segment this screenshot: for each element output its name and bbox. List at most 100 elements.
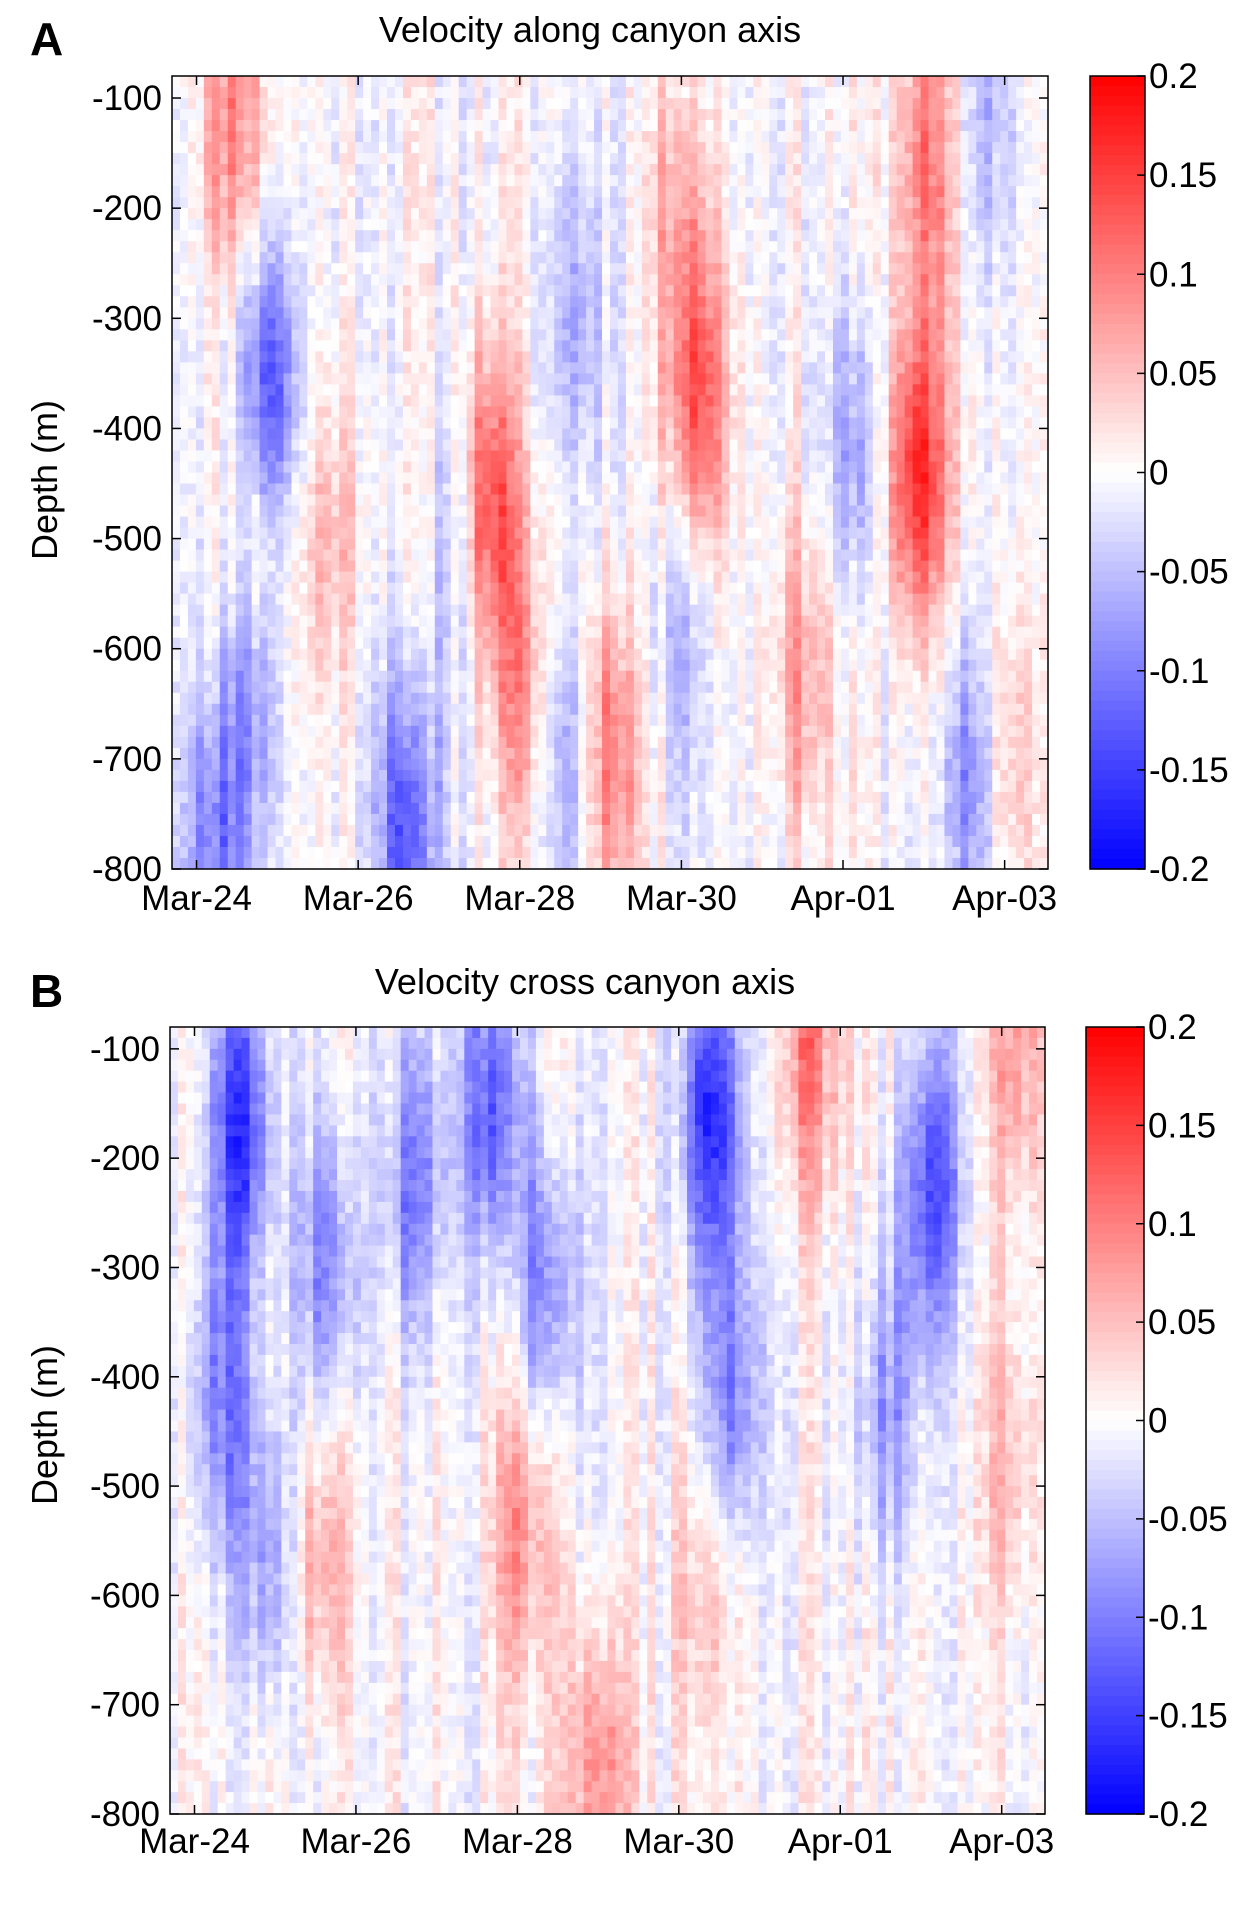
heatmap-cell <box>649 406 659 419</box>
heatmap-cell <box>387 362 396 374</box>
heatmap-cell <box>633 428 643 441</box>
heatmap-cell <box>641 87 651 99</box>
heatmap-cell <box>610 747 619 760</box>
heatmap-cell <box>291 780 301 793</box>
heatmap-cell <box>641 197 651 209</box>
heatmap-cell <box>649 450 659 463</box>
heatmap-cell <box>418 351 428 363</box>
heatmap-cell <box>546 769 555 782</box>
heatmap-cell <box>538 164 547 176</box>
heatmap-cell <box>363 813 372 826</box>
heatmap-cell <box>379 439 388 452</box>
heatmap-cell <box>617 197 627 209</box>
heatmap-cell <box>490 98 500 110</box>
heatmap-cell <box>402 351 412 363</box>
heatmap-cell <box>594 846 603 859</box>
heatmap-cell <box>721 329 731 341</box>
heatmap-cell <box>410 692 420 705</box>
heatmap-cell <box>617 208 627 220</box>
heatmap-cell <box>649 857 659 870</box>
heatmap-cell <box>570 252 579 264</box>
heatmap-cell <box>458 670 468 683</box>
heatmap-cell <box>227 120 237 132</box>
heatmap-cell <box>283 560 293 573</box>
heatmap-cell <box>721 197 731 209</box>
heatmap-cell <box>267 813 277 826</box>
heatmap-cell <box>665 142 675 154</box>
heatmap-cell <box>251 659 261 672</box>
heatmap-cell <box>649 824 659 837</box>
heatmap-cell <box>394 87 404 99</box>
heatmap-cell <box>681 714 691 727</box>
heatmap-cell <box>610 780 619 793</box>
heatmap-cell <box>578 483 587 496</box>
heatmap-cell <box>466 351 476 363</box>
heatmap-cell <box>251 725 261 738</box>
heatmap-cell <box>355 153 364 165</box>
heatmap-cell <box>442 483 452 496</box>
heatmap-cell <box>530 472 539 485</box>
heatmap-cell <box>227 692 237 705</box>
heatmap-cell <box>689 307 699 319</box>
heatmap-cell <box>243 824 253 837</box>
heatmap-cell <box>211 527 221 540</box>
heatmap-cell <box>450 802 460 815</box>
heatmap-cell <box>689 824 699 837</box>
heatmap-cell <box>442 714 452 727</box>
heatmap-cell <box>434 428 444 441</box>
heatmap-cell <box>665 648 675 661</box>
heatmap-cell <box>530 406 539 419</box>
heatmap-cell <box>283 758 293 771</box>
heatmap-cell <box>434 846 444 859</box>
heatmap-cell <box>721 296 731 308</box>
heatmap-cell <box>570 681 579 694</box>
heatmap-cell <box>713 406 723 419</box>
heatmap-cell <box>442 384 452 396</box>
heatmap-cell <box>283 714 293 727</box>
heatmap-cell <box>315 604 324 617</box>
heatmap-cell <box>259 274 269 286</box>
heatmap-cell <box>243 615 253 628</box>
heatmap-cell <box>418 461 428 474</box>
heatmap-cell <box>466 758 476 771</box>
heatmap-cell <box>506 780 516 793</box>
heatmap-cell <box>379 747 388 760</box>
heatmap-cell <box>514 648 523 661</box>
heatmap-cell <box>195 494 205 507</box>
heatmap-cell <box>562 538 571 551</box>
heatmap-cell <box>474 241 484 253</box>
heatmap-cell <box>371 505 380 518</box>
heatmap-cell <box>402 692 412 705</box>
heatmap-cell <box>570 648 579 661</box>
heatmap-cell <box>657 153 667 165</box>
heatmap-cell <box>307 417 316 430</box>
heatmap-cell <box>530 450 539 463</box>
heatmap-cell <box>657 725 667 738</box>
heatmap-cell <box>307 461 316 474</box>
heatmap-cell <box>402 582 412 595</box>
heatmap-cell <box>371 241 380 253</box>
heatmap-cell <box>522 835 531 848</box>
heatmap-cell <box>387 780 396 793</box>
heatmap-cell <box>514 516 523 529</box>
heatmap-cell <box>482 857 492 870</box>
heatmap-cell <box>195 274 205 286</box>
heatmap-cell <box>506 252 516 264</box>
heatmap-cell <box>211 329 221 341</box>
heatmap-cell <box>610 142 619 154</box>
heatmap-cell <box>681 98 691 110</box>
heatmap-cell <box>299 637 308 650</box>
heatmap-cell <box>339 857 348 870</box>
heatmap-cell <box>570 516 579 529</box>
heatmap-cell <box>474 549 484 562</box>
heatmap-cell <box>283 582 293 595</box>
heatmap-cell <box>522 846 531 859</box>
heatmap-cell <box>602 340 611 352</box>
heatmap-cell <box>522 142 531 154</box>
heatmap-cell <box>594 362 603 374</box>
heatmap-cell <box>713 197 723 209</box>
heatmap-cell <box>474 736 484 749</box>
heatmap-cell <box>474 417 484 430</box>
heatmap-cell <box>259 219 269 231</box>
heatmap-cell <box>426 439 436 452</box>
